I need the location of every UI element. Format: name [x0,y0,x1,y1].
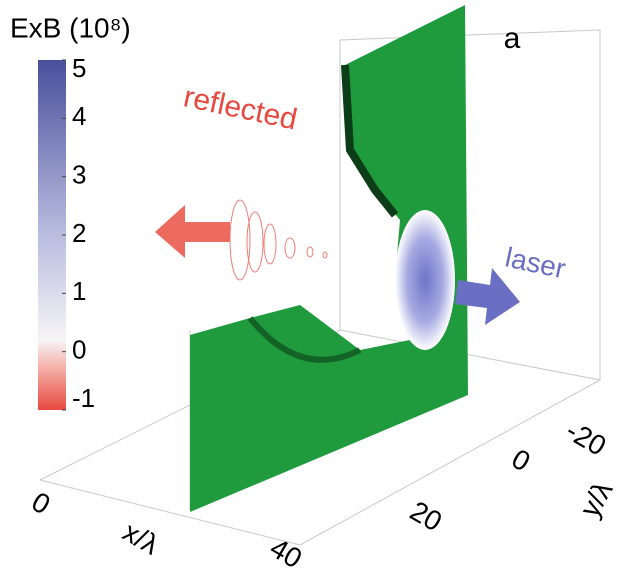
y-tick-label: 0 [507,443,536,478]
y-tick-label: 20 [405,495,447,537]
field-plane [190,5,468,512]
colorbar [38,60,66,410]
y-tick-label: -20 [561,415,612,462]
reflected-arrow [155,205,230,258]
x-axis-title: x/λ [118,516,164,561]
annotation: reflected [181,80,300,136]
laser-pulse [395,210,455,350]
colorbar-tick-label: 2 [72,218,86,248]
colorbar-title: ExB (10⁸) [10,12,131,43]
field-shadow [247,316,362,363]
x-tick-label: 40 [265,532,307,574]
reflected-pulse [229,199,328,281]
colorbar-tick-label: 4 [72,101,86,131]
colorbar-tick-label: 5 [72,53,86,83]
field-shadow [341,64,399,218]
colorbar-tick-label: -1 [72,383,95,413]
laser-arrow [455,268,520,325]
annotation: laser [503,241,569,284]
x-tick-label: 0 [27,486,56,521]
panel-label: a [504,22,521,55]
colorbar-tick-label: 1 [72,276,86,306]
colorbar-tick-label: 0 [72,335,86,365]
y-axis-title: y/λ [574,476,617,522]
colorbar-tick-label: 3 [72,160,86,190]
